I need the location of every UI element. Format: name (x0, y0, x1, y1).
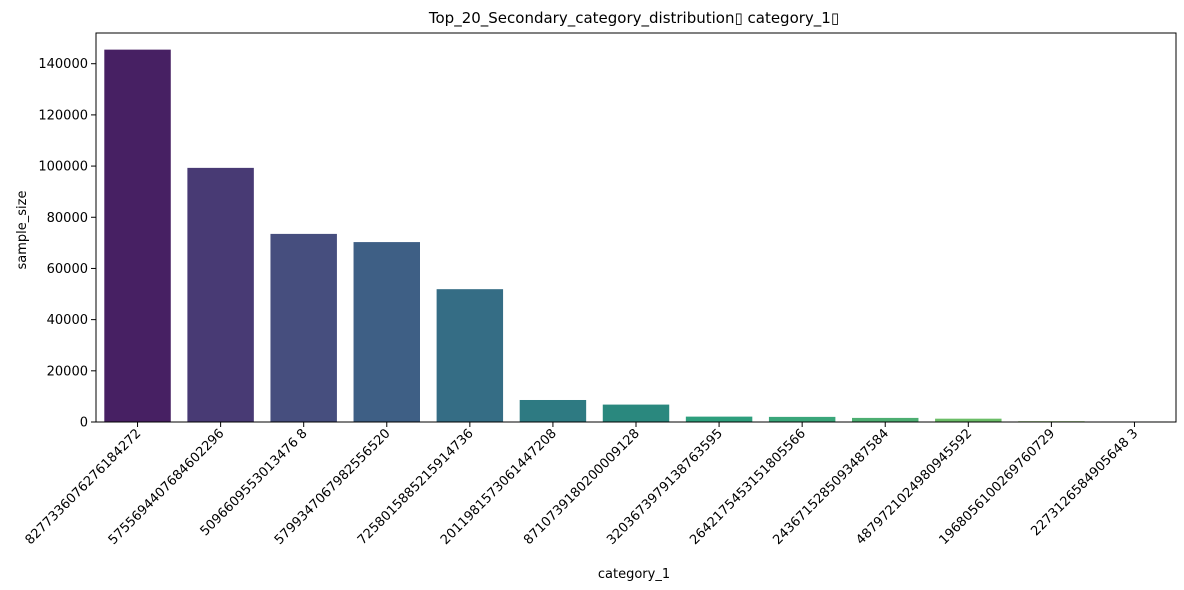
y-tick-label: 60000 (47, 262, 88, 277)
bar (353, 242, 420, 422)
x-axis-title: category_1 (598, 567, 670, 582)
bars-group (104, 49, 1168, 423)
y-tick-label: 120000 (38, 108, 88, 123)
bar (104, 49, 171, 423)
bar (519, 399, 587, 422)
bar (436, 289, 504, 422)
y-axis-ticks: 0 20000 40000 60000 80000 100000 120000 140000 (38, 57, 96, 431)
y-tick-label: 100000 (38, 160, 88, 175)
y-tick-label: 20000 (47, 364, 88, 379)
bar (187, 167, 254, 422)
y-tick-label: 140000 (38, 57, 88, 72)
bar (685, 416, 753, 422)
x-axis-ticks: 8277336076276184272575569440768460229650… (23, 422, 1141, 548)
bar (602, 404, 670, 422)
y-tick-label: 0 (80, 416, 88, 431)
bar (935, 418, 1002, 422)
chart-title: Top_20_Secondary_category_distribution▯ … (428, 9, 839, 28)
y-tick-label: 40000 (47, 313, 88, 328)
bar (270, 233, 337, 422)
plot-frame (95, 32, 1177, 423)
bar (852, 417, 919, 422)
y-axis-title: sample_size (15, 191, 30, 270)
y-tick-label: 80000 (47, 211, 88, 226)
bar (768, 416, 836, 422)
